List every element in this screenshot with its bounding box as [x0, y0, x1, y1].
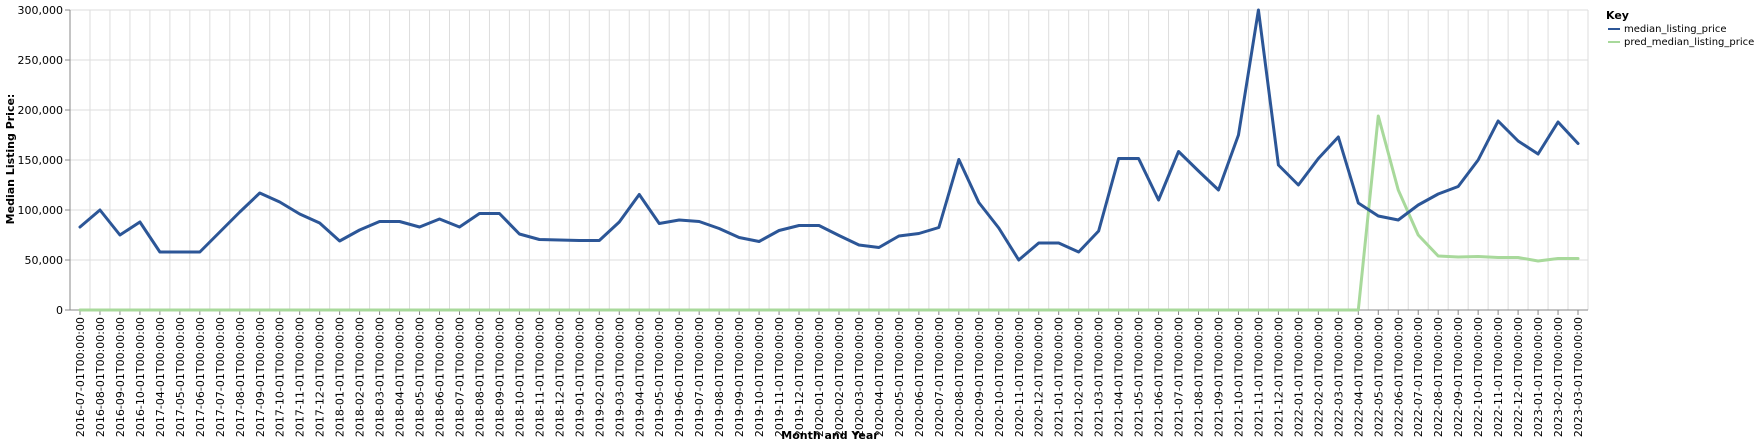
- x-tick-label: 2019-02-01T00:00:00: [593, 317, 606, 437]
- x-tick-label: 2019-04-01T00:00:00: [633, 317, 646, 437]
- x-tick-label: 2017-05-01T00:00:00: [174, 317, 187, 437]
- x-tick-label: 2019-06-01T00:00:00: [673, 317, 686, 437]
- x-tick-label: 2016-10-01T00:00:00: [134, 317, 147, 437]
- x-tick-label: 2018-09-01T00:00:00: [493, 317, 506, 437]
- y-axis: 0 50,000 100,000 150,000 200,000 250,000 300,0…: [18, 4, 71, 317]
- x-tick-label: 2020-05-01T00:00:00: [893, 317, 906, 437]
- x-tick-label: 2018-06-01T00:00:00: [434, 317, 447, 437]
- x-tick-label: 2022-12-01T00:00:00: [1512, 317, 1525, 437]
- x-tick-label: 2020-02-01T00:00:00: [833, 317, 846, 437]
- y-tick-label: 100,000: [18, 204, 64, 217]
- x-tick-label: 2022-11-01T00:00:00: [1492, 317, 1505, 437]
- x-tick-label: 2017-07-01T00:00:00: [214, 317, 227, 437]
- x-tick-label: 2019-09-01T00:00:00: [733, 317, 746, 437]
- x-axis: 2016-07-01T00:00:00 2016-08-01T00:00:00 20…: [70, 309, 1588, 437]
- y-tick-label: 200,000: [18, 104, 64, 117]
- y-tick-label: 150,000: [18, 154, 64, 167]
- x-tick-label: 2021-02-01T00:00:00: [1073, 317, 1086, 437]
- x-tick-label: 2021-07-01T00:00:00: [1173, 317, 1186, 437]
- x-tick-label: 2018-03-01T00:00:00: [374, 317, 387, 437]
- x-tick-label: 2018-05-01T00:00:00: [414, 317, 427, 437]
- x-tick-label: 2022-05-01T00:00:00: [1372, 317, 1385, 437]
- legend-title: Key: [1606, 9, 1629, 22]
- x-tick-label: 2021-09-01T00:00:00: [1212, 317, 1225, 437]
- x-tick-label: 2021-12-01T00:00:00: [1272, 317, 1285, 437]
- gridlines: [69, 9, 1589, 311]
- series-line-median_listing_price: [78, 8, 1580, 262]
- x-tick-label: 2020-04-01T00:00:00: [873, 317, 886, 437]
- x-tick-label: 2019-12-01T00:00:00: [793, 317, 806, 437]
- x-tick-label: 2022-03-01T00:00:00: [1332, 317, 1345, 437]
- y-tick-label: 300,000: [18, 4, 64, 17]
- x-tick-label: 2023-03-01T00:00:00: [1572, 317, 1585, 437]
- x-tick-label: 2021-01-01T00:00:00: [1053, 317, 1066, 437]
- legend-label: median_listing_price: [1624, 24, 1727, 35]
- x-tick-label: 2018-10-01T00:00:00: [513, 317, 526, 437]
- x-tick-label: 2017-12-01T00:00:00: [314, 317, 327, 437]
- x-tick-label: 2022-07-01T00:00:00: [1412, 317, 1425, 437]
- x-tick-label: 2022-02-01T00:00:00: [1312, 317, 1325, 437]
- x-tick-label: 2023-02-01T00:00:00: [1552, 317, 1565, 437]
- y-axis-title: Median Listing Price:: [4, 94, 17, 225]
- x-tick-label: 2018-08-01T00:00:00: [473, 317, 486, 437]
- x-tick-label: 2016-07-01T00:00:00: [74, 317, 87, 437]
- x-tick-label: 2017-06-01T00:00:00: [194, 317, 207, 437]
- legend: Key median_listing_price pred_median_list…: [1606, 9, 1754, 48]
- x-tick-label: 2019-05-01T00:00:00: [653, 317, 666, 437]
- x-tick-label: 2019-10-01T00:00:00: [753, 317, 766, 437]
- x-tick-label: 2018-07-01T00:00:00: [453, 317, 466, 437]
- y-tick-label: 250,000: [18, 54, 64, 67]
- x-tick-label: 2022-09-01T00:00:00: [1452, 317, 1465, 437]
- x-tick-label: 2023-01-01T00:00:00: [1532, 317, 1545, 437]
- x-tick-label: 2021-10-01T00:00:00: [1232, 317, 1245, 437]
- x-tick-label: 2019-08-01T00:00:00: [713, 317, 726, 437]
- x-tick-label: 2021-08-01T00:00:00: [1193, 317, 1206, 437]
- x-tick-label: 2022-01-01T00:00:00: [1292, 317, 1305, 437]
- x-tick-label: 2020-12-01T00:00:00: [1033, 317, 1046, 437]
- x-tick-label: 2019-01-01T00:00:00: [573, 317, 586, 437]
- x-tick-label: 2022-08-01T00:00:00: [1432, 317, 1445, 437]
- series-lines: [78, 8, 1580, 312]
- y-tick-label: 50,000: [25, 254, 64, 267]
- x-tick-label: 2020-06-01T00:00:00: [913, 317, 926, 437]
- x-tick-label: 2022-06-01T00:00:00: [1392, 317, 1405, 437]
- x-tick-label: 2019-03-01T00:00:00: [613, 317, 626, 437]
- x-tick-label: 2018-04-01T00:00:00: [394, 317, 407, 437]
- x-tick-label: 2020-09-01T00:00:00: [973, 317, 986, 437]
- x-tick-label: 2018-02-01T00:00:00: [354, 317, 367, 437]
- x-tick-label: 2021-11-01T00:00:00: [1252, 317, 1265, 437]
- x-tick-label: 2019-11-01T00:00:00: [773, 317, 786, 437]
- series-line-pred_median_listing_price: [78, 114, 1580, 312]
- x-tick-label: 2021-06-01T00:00:00: [1153, 317, 1166, 437]
- x-tick-label: 2017-09-01T00:00:00: [254, 317, 267, 437]
- x-tick-label: 2021-04-01T00:00:00: [1113, 317, 1126, 437]
- y-tick-label: 0: [56, 304, 63, 317]
- x-tick-label: 2018-12-01T00:00:00: [553, 317, 566, 437]
- x-tick-label: 2018-11-01T00:00:00: [533, 317, 546, 437]
- x-tick-label: 2016-08-01T00:00:00: [94, 317, 107, 437]
- x-tick-label: 2022-04-01T00:00:00: [1352, 317, 1365, 437]
- x-tick-label: 2022-10-01T00:00:00: [1472, 317, 1485, 437]
- x-tick-label: 2017-08-01T00:00:00: [234, 317, 247, 437]
- x-tick-label: 2020-03-01T00:00:00: [853, 317, 866, 437]
- x-axis-title: Month and Year: [781, 429, 879, 442]
- legend-label: pred_median_listing_price: [1624, 37, 1754, 48]
- x-tick-label: 2020-01-01T00:00:00: [813, 317, 826, 437]
- x-tick-label: 2017-04-01T00:00:00: [154, 317, 167, 437]
- x-tick-label: 2020-10-01T00:00:00: [993, 317, 1006, 437]
- x-tick-label: 2017-11-01T00:00:00: [294, 317, 307, 437]
- x-tick-label: 2016-09-01T00:00:00: [114, 317, 127, 437]
- x-tick-label: 2019-07-01T00:00:00: [693, 317, 706, 437]
- x-tick-label: 2021-03-01T00:00:00: [1093, 317, 1106, 437]
- x-tick-label: 2018-01-01T00:00:00: [334, 317, 347, 437]
- x-tick-label: 2017-10-01T00:00:00: [274, 317, 287, 437]
- x-tick-label: 2020-07-01T00:00:00: [933, 317, 946, 437]
- x-tick-label: 2021-05-01T00:00:00: [1133, 317, 1146, 437]
- x-tick-label: 2020-11-01T00:00:00: [1013, 317, 1026, 437]
- x-tick-label: 2020-08-01T00:00:00: [953, 317, 966, 437]
